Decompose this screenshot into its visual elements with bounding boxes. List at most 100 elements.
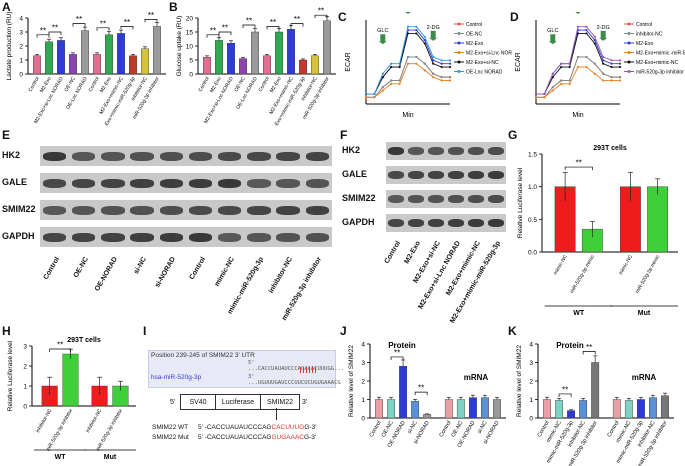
y-tick-label: 4	[361, 342, 365, 349]
legend-label: OE-NC	[466, 32, 483, 38]
y-axis-label: ECAR	[515, 52, 522, 71]
series-point	[560, 62, 563, 65]
blot-protein-label: SMIM22	[342, 193, 376, 203]
injection-label: GLC	[547, 28, 558, 34]
blot-band	[388, 170, 404, 180]
series-point	[585, 28, 588, 32]
y-tick-label: 2	[361, 379, 365, 386]
blot-band	[305, 178, 329, 188]
series-point	[432, 62, 435, 65]
wt-label: SMIM22 WT	[152, 424, 189, 431]
blot-band	[488, 170, 504, 180]
series-point	[560, 79, 563, 82]
legend-marker	[457, 22, 461, 26]
bar	[399, 366, 408, 419]
blot-band	[488, 218, 504, 228]
series-point	[618, 59, 622, 62]
blot-band	[388, 218, 404, 228]
series-point	[423, 42, 426, 45]
significance-mark: **	[586, 343, 592, 352]
blot-band	[159, 232, 184, 242]
injection-label: 2-DG	[427, 25, 440, 31]
series-point	[618, 76, 622, 79]
injection-label: GLC	[377, 28, 388, 34]
bar	[636, 399, 645, 419]
chart-title: 293T cells	[67, 337, 101, 344]
blot-band	[188, 151, 213, 161]
bar	[423, 414, 432, 419]
series-point	[543, 92, 546, 96]
significance-bracket	[564, 166, 593, 171]
blot-band	[305, 232, 329, 242]
bar	[375, 399, 383, 419]
bar	[323, 20, 331, 75]
series-point	[560, 65, 563, 69]
legend-label: M2-Exo+mimic-NC	[636, 60, 678, 66]
series-point	[432, 76, 435, 79]
blot-band	[72, 205, 96, 215]
series-point	[534, 96, 538, 99]
x-tick-label: mimic-NC	[618, 254, 634, 276]
series-point	[390, 82, 393, 85]
panel-label-c: C	[338, 10, 347, 24]
blot-strip	[40, 200, 332, 220]
significance-bracket	[314, 14, 328, 19]
series-point	[398, 65, 401, 69]
legend-label: Control	[636, 22, 652, 28]
bar	[481, 397, 489, 419]
blot-band	[72, 232, 96, 242]
blot-protein-label: GALE	[342, 169, 368, 179]
series-point	[593, 35, 596, 38]
blot-lane-label: si-NORAD	[154, 256, 178, 289]
blot-band	[448, 194, 464, 204]
bar	[57, 40, 65, 75]
blot-strip	[386, 214, 506, 232]
blot-band	[488, 146, 504, 156]
injection-arrow	[378, 34, 387, 45]
blot-band	[305, 205, 329, 215]
significance-mark: **	[40, 26, 46, 35]
blot-lane-label: inhibitor-NC	[267, 256, 295, 295]
series-point	[593, 72, 596, 75]
bar	[141, 48, 149, 75]
blot-band	[428, 170, 444, 180]
series-point	[551, 72, 554, 75]
significance-bracket	[558, 393, 572, 397]
significance-bracket	[72, 23, 86, 27]
significance-mark: **	[562, 385, 568, 394]
series-point	[415, 28, 418, 32]
series-point	[551, 86, 554, 89]
y-tick-label: 0	[19, 72, 23, 79]
y-tick-label: 5	[189, 58, 193, 65]
significance-mark: **	[210, 26, 216, 35]
blot-band	[428, 218, 444, 228]
y-tick-label: 3	[23, 344, 27, 351]
bar	[153, 26, 161, 75]
blot-band	[42, 151, 67, 161]
injection-label: 2-DG	[597, 25, 610, 31]
legend-marker	[627, 70, 631, 73]
legend-label: OE-Lnc NORAD	[466, 70, 503, 76]
blot-band	[448, 218, 464, 228]
y-tick-label: 15	[186, 30, 194, 37]
series-point	[576, 65, 580, 69]
series-point	[423, 62, 426, 65]
bar	[555, 400, 563, 419]
series-point	[440, 62, 443, 65]
bar	[579, 400, 588, 419]
wt-seq-site: CACUUUG	[271, 424, 305, 431]
series-point	[415, 32, 418, 35]
blot-band	[188, 232, 213, 242]
series-point	[406, 25, 410, 28]
blot-band	[388, 194, 404, 204]
protein-group-label: Protein	[556, 341, 584, 350]
bar	[45, 41, 53, 75]
series-point	[618, 79, 622, 82]
x-tick-label: si-NC	[407, 420, 419, 435]
series-point	[602, 79, 605, 82]
chart-title: 293T cells	[593, 145, 627, 152]
group-label: Mut	[638, 310, 651, 317]
panel-label-a: A	[2, 0, 11, 14]
blot-band	[468, 170, 484, 180]
